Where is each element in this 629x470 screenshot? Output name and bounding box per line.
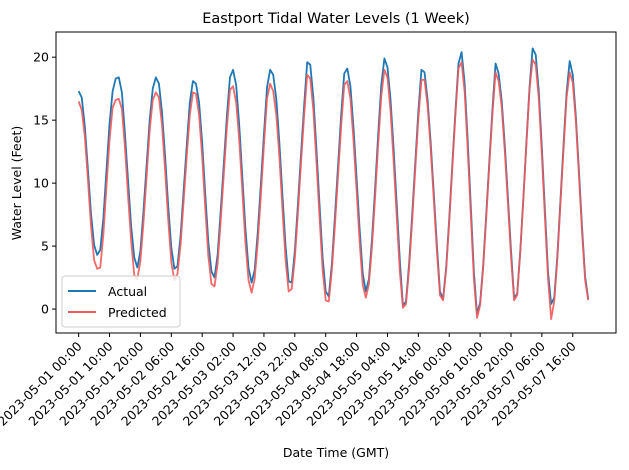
plot-area [77,47,590,321]
y-tick-label: 5 [41,239,49,254]
x-axis-label: Date Time (GMT) [283,445,389,460]
legend-box [61,275,181,328]
plot-frame [55,31,617,334]
y-tick-label: 15 [33,113,49,128]
y-tick-label: 0 [41,302,49,317]
series-line-predicted [77,58,590,321]
legend-label-predicted: Predicted [108,305,167,320]
y-tick-label: 20 [33,50,49,65]
y-axis: 0 5 10 15 20 [33,50,56,317]
legend-label-actual: Actual [108,284,147,299]
legend: Actual Predicted [61,275,181,328]
chart-title: Eastport Tidal Water Levels (1 Week) [202,11,470,27]
y-axis-label: Water Level (Feet) [9,126,24,240]
y-tick-label: 10 [33,176,49,191]
